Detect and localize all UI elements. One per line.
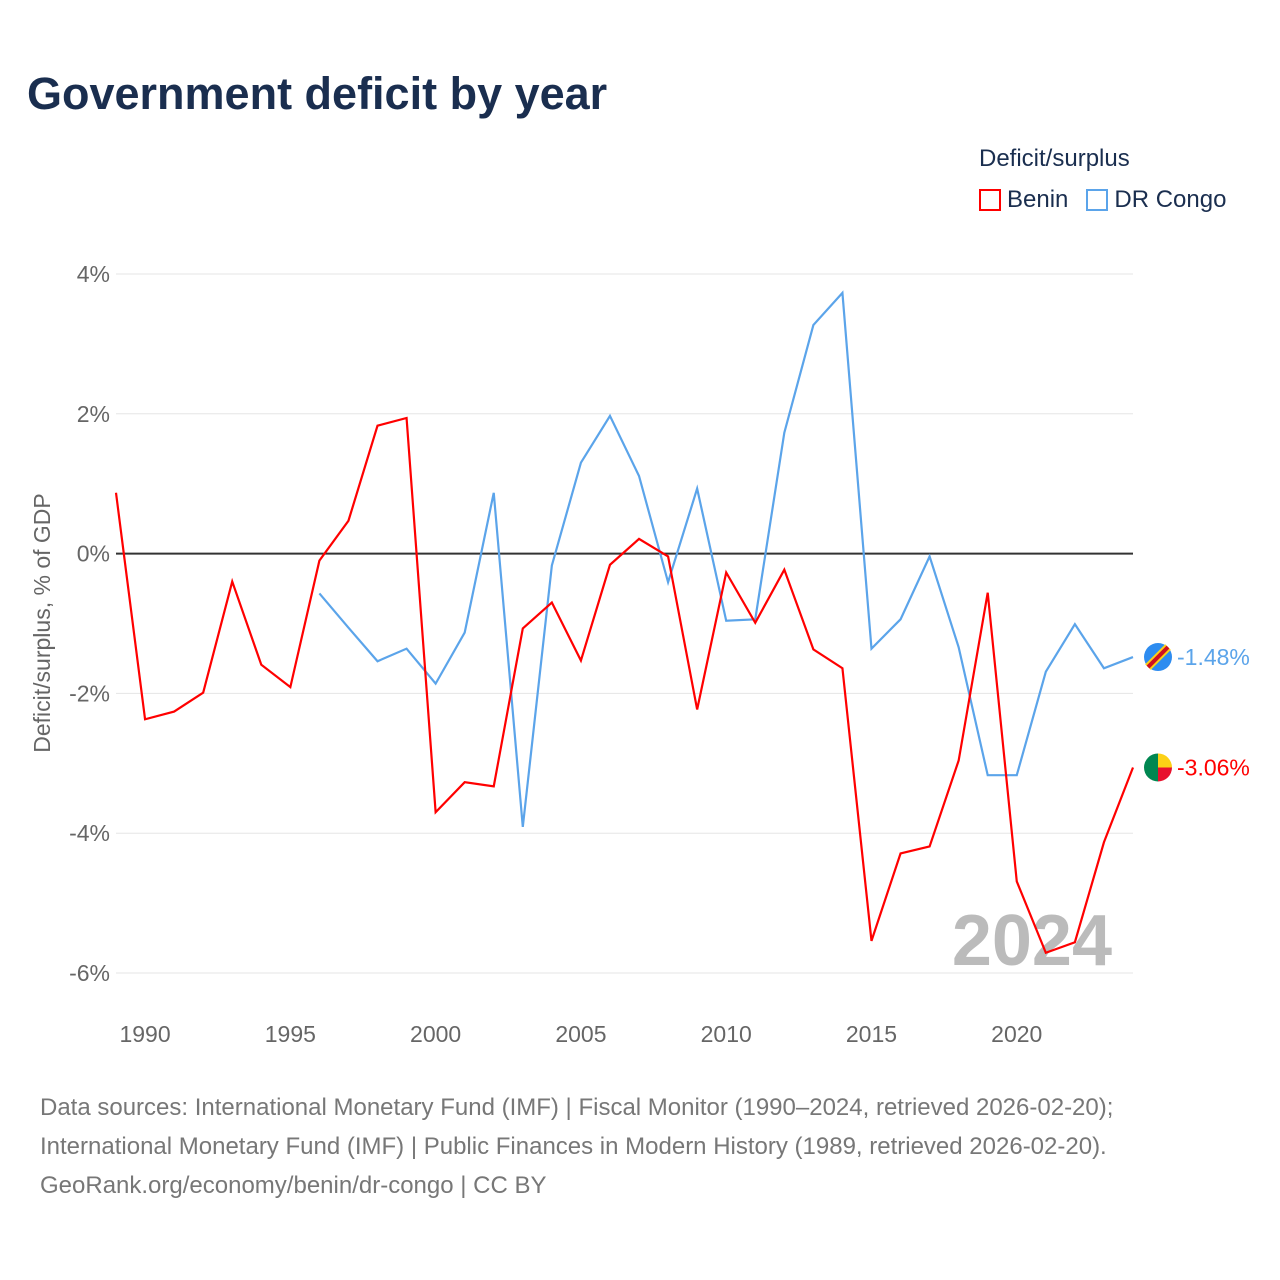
y-tick-label: -6%: [69, 960, 110, 986]
x-tick-label: 2020: [991, 1021, 1042, 1047]
source-line-1: Data sources: International Monetary Fun…: [40, 1094, 1114, 1121]
legend-item-dr-congo[interactable]: DR Congo: [1086, 186, 1226, 214]
x-tick-label: 2015: [846, 1021, 897, 1047]
legend-label-dr-congo: DR Congo: [1114, 186, 1227, 213]
legend-label-benin: Benin: [1007, 186, 1069, 213]
series-line-benin: [114, 416, 1135, 955]
y-tick-label: -4%: [69, 820, 110, 846]
source-line-3[interactable]: GeoRank.org/economy/benin/dr-congo | CC …: [40, 1172, 547, 1199]
dr-congo-flag-icon-stripe: [1146, 645, 1170, 669]
x-tick-label: 2005: [555, 1021, 606, 1047]
series-line-dr-congo: [318, 290, 1134, 828]
chart-title: Government deficit by year: [27, 68, 608, 119]
y-axis-label: Deficit/surplus, % of GDP: [29, 493, 55, 752]
legend-title: Deficit/surplus: [979, 145, 1130, 172]
end-label-benin: -3.06%: [1177, 754, 1250, 780]
source-line-2: International Monetary Fund (IMF) | Publ…: [40, 1133, 1107, 1160]
benin-flag-icon-part: [1158, 767, 1172, 782]
end-label-dr-congo: -1.48%: [1177, 644, 1250, 670]
x-tick-label: 2000: [410, 1021, 461, 1047]
x-tick-label: 1990: [119, 1021, 170, 1047]
year-watermark: 2024: [952, 901, 1112, 981]
x-tick-label: 2010: [701, 1021, 752, 1047]
y-tick-label: -2%: [69, 680, 110, 706]
y-tick-label: 0%: [77, 541, 110, 567]
footer: Data sources: International Monetary Fun…: [40, 1088, 1113, 1205]
legend: Benin DR Congo: [979, 186, 1226, 214]
benin-flag-icon: [1144, 753, 1158, 782]
legend-swatch-dr-congo: [1086, 189, 1109, 211]
y-tick-label: 4%: [77, 261, 110, 287]
x-tick-label: 1995: [265, 1021, 316, 1047]
y-tick-label: 2%: [77, 401, 110, 427]
benin-flag-icon-part: [1158, 753, 1172, 768]
plot-area: 4% 2% 0% -2% -4% -6% 1990 1995 2000 2005 2010 2015 2…: [29, 261, 1250, 1047]
legend-item-benin[interactable]: Benin: [979, 186, 1068, 214]
legend-swatch-benin: [979, 189, 1001, 211]
